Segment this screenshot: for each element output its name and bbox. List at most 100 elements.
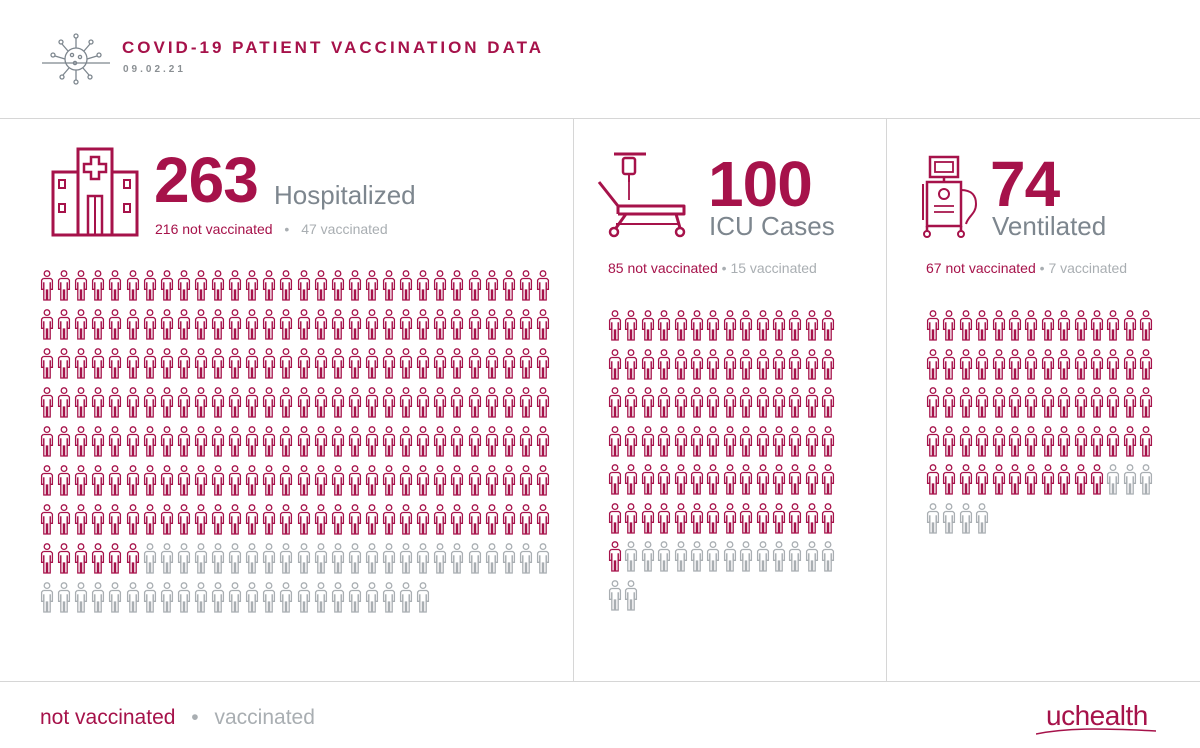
person-not-vaccinated-icon [657,502,671,534]
person-not-vaccinated-icon [126,426,140,457]
person-vaccinated-icon [821,541,835,572]
person-not-vaccinated-icon [245,309,259,340]
person-not-vaccinated-icon [365,270,379,301]
person-not-vaccinated-icon [739,464,753,495]
person-not-vaccinated-icon [657,310,671,341]
person-not-vaccinated-icon [177,348,191,379]
person-not-vaccinated-icon [177,387,191,418]
person-not-vaccinated-icon [690,348,704,380]
person-not-vaccinated-icon [126,270,140,301]
person-vaccinated-icon [228,582,242,613]
person-not-vaccinated-icon [279,309,293,340]
person-not-vaccinated-icon [91,348,105,379]
person-not-vaccinated-icon [262,387,276,418]
person-not-vaccinated-icon [536,309,550,340]
person-not-vaccinated-icon [416,465,430,496]
person-not-vaccinated-icon [433,504,447,535]
person-not-vaccinated-icon [108,426,122,457]
hospitalized-pictogram [40,270,560,620]
person-not-vaccinated-icon [279,426,293,457]
person-not-vaccinated-icon [450,504,464,535]
person-not-vaccinated-icon [788,348,802,380]
person-not-vaccinated-icon [772,387,786,418]
person-not-vaccinated-icon [143,465,157,496]
person-not-vaccinated-icon [805,387,819,418]
icu-breakdown: 85 not vaccinated • 15 vaccinated [608,260,817,276]
person-not-vaccinated-icon [821,502,835,534]
person-not-vaccinated-icon [1106,387,1120,418]
person-not-vaccinated-icon [1008,387,1022,418]
person-not-vaccinated-icon [608,464,622,495]
person-not-vaccinated-icon [91,465,105,496]
person-vaccinated-icon [245,543,259,574]
person-not-vaccinated-icon [1139,310,1153,341]
person-not-vaccinated-icon [975,425,989,457]
person-not-vaccinated-icon [624,310,638,341]
person-not-vaccinated-icon [959,425,973,457]
legend-not-vaccinated: not vaccinated [40,706,176,729]
person-not-vaccinated-icon [399,270,413,301]
person-not-vaccinated-icon [536,426,550,457]
person-not-vaccinated-icon [942,310,956,341]
person-not-vaccinated-icon [245,426,259,457]
person-not-vaccinated-icon [1024,387,1038,418]
person-not-vaccinated-icon [74,348,88,379]
person-not-vaccinated-icon [723,464,737,495]
person-not-vaccinated-icon [57,387,71,418]
person-not-vaccinated-icon [91,426,105,457]
person-not-vaccinated-icon [624,425,638,457]
separator-dot: • [1039,260,1045,276]
person-not-vaccinated-icon [1106,348,1120,380]
person-not-vaccinated-icon [433,309,447,340]
person-not-vaccinated-icon [519,270,533,301]
person-not-vaccinated-icon [756,464,770,495]
header-divider [0,118,1200,119]
person-not-vaccinated-icon [624,464,638,495]
person-not-vaccinated-icon [641,464,655,495]
person-vaccinated-icon [399,543,413,574]
person-not-vaccinated-icon [382,504,396,535]
person-not-vaccinated-icon [926,348,940,380]
person-not-vaccinated-icon [399,348,413,379]
person-not-vaccinated-icon [177,426,191,457]
person-not-vaccinated-icon [228,387,242,418]
icu-vaccinated: 15 vaccinated [730,260,817,276]
person-not-vaccinated-icon [1090,425,1104,457]
person-vaccinated-icon [788,541,802,572]
person-not-vaccinated-icon [194,426,208,457]
person-not-vaccinated-icon [641,425,655,457]
person-not-vaccinated-icon [788,502,802,534]
person-not-vaccinated-icon [194,270,208,301]
person-not-vaccinated-icon [485,426,499,457]
report-date: 09.02.21 [123,64,186,75]
person-not-vaccinated-icon [262,309,276,340]
person-not-vaccinated-icon [399,426,413,457]
person-not-vaccinated-icon [382,387,396,418]
legend-separator: • [191,706,199,729]
person-vaccinated-icon [502,543,516,574]
footer-divider [0,681,1200,682]
person-not-vaccinated-icon [641,310,655,341]
person-not-vaccinated-icon [1041,464,1055,495]
person-not-vaccinated-icon [314,348,328,379]
person-vaccinated-icon [723,541,737,572]
person-not-vaccinated-icon [228,309,242,340]
person-not-vaccinated-icon [382,270,396,301]
person-vaccinated-icon [348,582,362,613]
person-vaccinated-icon [674,541,688,572]
person-not-vaccinated-icon [108,504,122,535]
person-not-vaccinated-icon [297,504,311,535]
person-not-vaccinated-icon [160,387,174,418]
person-vaccinated-icon [297,582,311,613]
person-not-vaccinated-icon [706,502,720,534]
person-not-vaccinated-icon [194,309,208,340]
person-not-vaccinated-icon [641,348,655,380]
person-not-vaccinated-icon [805,464,819,495]
person-not-vaccinated-icon [1024,425,1038,457]
person-not-vaccinated-icon [926,425,940,457]
person-not-vaccinated-icon [74,270,88,301]
person-vaccinated-icon [382,582,396,613]
person-vaccinated-icon [416,543,430,574]
ventilated-label: Ventilated [992,211,1107,241]
icu-pictogram [608,310,848,611]
